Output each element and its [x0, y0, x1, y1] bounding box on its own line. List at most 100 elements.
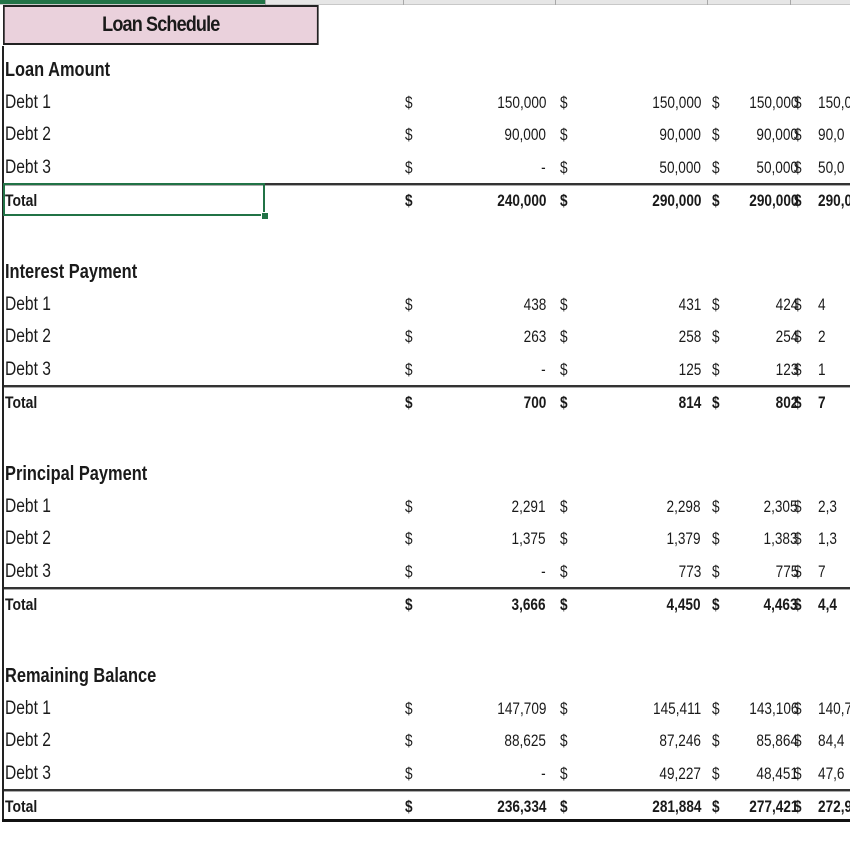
debt-row-label[interactable]: Debt 1 — [5, 91, 51, 113]
section-heading-label[interactable]: Remaining Balance — [5, 665, 157, 687]
value-cell[interactable]: 50,000 — [756, 157, 798, 177]
value-cell[interactable]: 87,246 — [659, 731, 701, 751]
value-cell[interactable]: 150,000 — [496, 92, 546, 112]
selected-cell-outline[interactable] — [3, 183, 265, 216]
value-cell[interactable]: 88,625 — [504, 731, 546, 751]
value-cell[interactable]: 47,6 — [818, 763, 845, 783]
value-cell[interactable]: 48,451 — [756, 763, 798, 783]
value-cell[interactable]: 90,000 — [504, 125, 546, 145]
value-cell[interactable]: 773 — [678, 561, 701, 581]
value-cell[interactable]: 143,106 — [748, 698, 798, 718]
section-heading-label[interactable]: Interest Payment — [5, 261, 138, 283]
value-cell[interactable]: 775 — [775, 561, 798, 581]
value-cell[interactable]: 85,864 — [756, 731, 798, 751]
debt-row-label[interactable]: Debt 3 — [5, 762, 51, 784]
value-cell[interactable]: 140,7 — [818, 698, 850, 718]
value-cell[interactable]: - — [541, 359, 546, 379]
value-cell[interactable]: 1,379 — [666, 529, 701, 549]
column-divider[interactable] — [707, 0, 708, 5]
value-cell[interactable]: 90,000 — [659, 125, 701, 145]
value-cell[interactable]: 50,0 — [818, 157, 845, 177]
value-cell[interactable]: 290,000 — [748, 191, 798, 211]
value-cell[interactable]: 431 — [678, 294, 701, 314]
value-cell[interactable]: 263 — [523, 327, 546, 347]
total-row-label[interactable]: Total — [5, 393, 38, 413]
value-cell[interactable]: 4,450 — [666, 595, 701, 615]
column-divider[interactable] — [403, 0, 404, 5]
total-row-label[interactable]: Total — [5, 191, 38, 211]
section-heading-label[interactable]: Principal Payment — [5, 463, 148, 485]
debt-row-label[interactable]: Debt 2 — [5, 326, 51, 348]
sheet-title-cell[interactable]: Loan Schedule — [3, 5, 319, 45]
value-cell[interactable]: 1,383 — [763, 529, 798, 549]
value-cell[interactable]: 4,4 — [818, 595, 837, 615]
value-cell[interactable]: 424 — [775, 294, 798, 314]
value-cell[interactable]: 272,9 — [818, 797, 850, 817]
value-cell[interactable]: 2,291 — [511, 496, 546, 516]
table-bottom-border — [2, 819, 850, 822]
value-cell[interactable]: 1,375 — [511, 529, 546, 549]
value-cell[interactable]: 814 — [678, 393, 701, 413]
value-cell[interactable]: 1,3 — [818, 529, 837, 549]
value-cell[interactable]: 7 — [818, 561, 826, 581]
value-cell[interactable]: 145,411 — [652, 698, 701, 718]
value-cell[interactable]: 4,463 — [763, 595, 798, 615]
value-cell[interactable]: 125 — [678, 359, 701, 379]
currency-symbol: $ — [404, 763, 413, 783]
value-cell[interactable]: 90,000 — [756, 125, 798, 145]
value-cell[interactable]: 281,884 — [651, 797, 701, 817]
value-cell[interactable]: 254 — [775, 327, 798, 347]
value-cell[interactable]: 240,000 — [496, 191, 546, 211]
value-cell[interactable]: - — [541, 561, 546, 581]
section-heading-label[interactable]: Loan Amount — [5, 59, 111, 81]
total-separator-line — [4, 385, 850, 388]
value-cell[interactable]: 7 — [818, 393, 826, 413]
value-cell[interactable]: 258 — [678, 327, 701, 347]
value-cell[interactable]: 290,0 — [818, 191, 850, 211]
value-cell[interactable]: 2,3 — [818, 496, 837, 516]
debt-row-label[interactable]: Debt 1 — [5, 697, 51, 719]
debt-row-label[interactable]: Debt 1 — [5, 293, 51, 315]
debt-row-label[interactable]: Debt 2 — [5, 528, 51, 550]
column-divider[interactable] — [265, 0, 266, 5]
currency-symbol: $ — [404, 157, 413, 177]
value-cell[interactable]: 290,000 — [651, 191, 701, 211]
value-cell[interactable]: 49,227 — [659, 763, 701, 783]
value-cell[interactable]: 802 — [775, 393, 798, 413]
value-cell[interactable]: 2,298 — [666, 496, 701, 516]
debt-row-label[interactable]: Debt 3 — [5, 156, 51, 178]
debt-row-label[interactable]: Debt 2 — [5, 730, 51, 752]
column-divider[interactable] — [790, 0, 791, 5]
total-row-label[interactable]: Total — [5, 797, 38, 817]
currency-symbol: $ — [559, 797, 568, 817]
value-cell[interactable]: 2,305 — [763, 496, 798, 516]
total-row-label[interactable]: Total — [5, 595, 38, 615]
debt-row-label[interactable]: Debt 1 — [5, 495, 51, 517]
debt-row-label[interactable]: Debt 2 — [5, 124, 51, 146]
debt-row-label[interactable]: Debt 3 — [5, 560, 51, 582]
value-cell[interactable]: - — [541, 157, 546, 177]
currency-symbol: $ — [711, 529, 720, 549]
value-cell[interactable]: 84,4 — [818, 731, 845, 751]
value-cell[interactable]: 700 — [523, 393, 546, 413]
column-divider[interactable] — [555, 0, 556, 5]
debt-row-label[interactable]: Debt 3 — [5, 358, 51, 380]
value-cell[interactable]: 1 — [818, 359, 826, 379]
value-cell[interactable]: 90,0 — [818, 125, 845, 145]
value-cell[interactable]: 150,000 — [748, 92, 798, 112]
value-cell[interactable]: 123 — [775, 359, 798, 379]
value-cell[interactable]: 4 — [818, 294, 826, 314]
currency-symbol: $ — [559, 731, 568, 751]
value-cell[interactable]: 3,666 — [511, 595, 546, 615]
value-cell[interactable]: 2 — [818, 327, 826, 347]
value-cell[interactable]: 150,0 — [818, 92, 850, 112]
value-cell[interactable]: 147,709 — [496, 698, 546, 718]
value-cell[interactable]: 150,000 — [651, 92, 701, 112]
value-cell[interactable]: 236,334 — [496, 797, 546, 817]
value-cell[interactable]: - — [541, 763, 546, 783]
value-cell[interactable]: 277,421 — [748, 797, 798, 817]
value-cell[interactable]: 438 — [523, 294, 546, 314]
value-cell[interactable]: 50,000 — [659, 157, 701, 177]
fill-handle[interactable] — [261, 212, 269, 220]
currency-symbol: $ — [404, 393, 413, 413]
